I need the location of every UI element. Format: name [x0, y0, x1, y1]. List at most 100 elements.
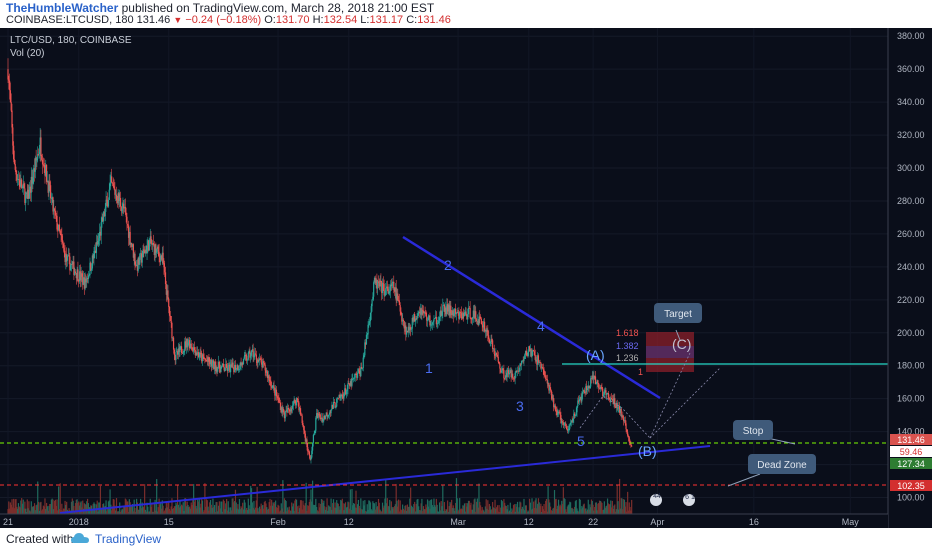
- y-tick-label: 180.00: [897, 361, 925, 371]
- price-chart[interactable]: 1 2 3 4 5 (A) (B) (C) 1.618 1.382 1.236 …: [0, 28, 932, 528]
- candle-body: [403, 321, 405, 329]
- candle-body: [232, 362, 234, 368]
- volume-bar: [455, 502, 457, 514]
- volume-bar: [484, 506, 486, 514]
- candle-body: [185, 341, 187, 348]
- volume-bar: [266, 507, 268, 514]
- volume-bar: [135, 511, 137, 514]
- candle-body: [101, 217, 103, 223]
- volume-bar: [439, 510, 441, 514]
- volume-bar: [223, 500, 225, 514]
- volume-bar: [458, 509, 460, 514]
- candle-body: [520, 360, 523, 365]
- volume-bar: [309, 499, 311, 514]
- author-link[interactable]: TheHumbleWatcher: [6, 1, 119, 15]
- volume-bar: [289, 510, 291, 514]
- candle-body: [51, 197, 53, 199]
- candle-body: [319, 414, 321, 418]
- candle-body: [424, 312, 426, 314]
- candle-body: [377, 281, 380, 283]
- volume-bar: [182, 502, 184, 514]
- candle-body: [144, 250, 146, 254]
- volume-bar: [61, 503, 63, 514]
- candle-body: [50, 198, 52, 200]
- volume-bar: [158, 498, 160, 514]
- candle-body: [63, 247, 65, 251]
- candle-body: [527, 351, 529, 356]
- volume-bar: [144, 484, 146, 514]
- candle-body: [596, 380, 598, 384]
- candle-body: [59, 231, 61, 235]
- candle-body: [365, 334, 368, 345]
- volume-bar: [292, 503, 294, 514]
- volume-bar: [593, 510, 595, 514]
- candle-body: [64, 250, 66, 262]
- candle-body: [207, 357, 209, 362]
- candle-body: [90, 262, 92, 271]
- candle-body: [488, 339, 491, 344]
- candle-body: [549, 387, 552, 391]
- volume-bar: [209, 502, 211, 514]
- candle-body: [171, 322, 173, 339]
- price-tags: 131.46 59.46 127.34 102.35: [890, 434, 932, 491]
- volume-bar: [237, 504, 239, 514]
- volume-bar: [219, 508, 221, 514]
- volume-bar: [470, 502, 472, 514]
- volume-bar: [214, 511, 216, 514]
- candle-body: [230, 364, 232, 373]
- candle-body: [230, 364, 233, 367]
- volume-bar: [454, 511, 456, 514]
- candle-body: [115, 194, 117, 196]
- event-icons[interactable]: 44 6 1: [650, 493, 695, 506]
- candle-body: [379, 280, 381, 287]
- candle-body: [329, 412, 331, 414]
- candle-body: [346, 388, 348, 392]
- candle-body: [226, 364, 228, 368]
- volume-bar: [442, 485, 444, 514]
- volume-bar: [193, 501, 196, 514]
- volume-bar: [25, 508, 27, 514]
- candle-body: [354, 374, 356, 378]
- candle-body: [104, 207, 106, 217]
- volume-bar: [208, 510, 210, 514]
- volume-bar: [401, 510, 403, 514]
- tradingview-link[interactable]: TradingView: [95, 532, 162, 546]
- candle-body: [45, 164, 47, 176]
- candle-body: [168, 306, 171, 316]
- volume-bar: [386, 498, 388, 514]
- volume-bar: [576, 508, 578, 514]
- candle-body: [114, 188, 116, 195]
- candle-body: [78, 271, 81, 282]
- candle-body: [71, 264, 73, 265]
- candle-body: [155, 244, 157, 253]
- volume-bar: [347, 501, 349, 514]
- volume-bar: [545, 498, 548, 514]
- volume-bar: [50, 499, 52, 514]
- volume-bar: [195, 505, 197, 514]
- candle-body: [586, 386, 588, 390]
- volume-bar: [377, 506, 379, 514]
- time-axis[interactable]: [0, 514, 888, 528]
- volume-bar: [165, 502, 167, 514]
- candle-body: [490, 339, 492, 343]
- volume-bar: [168, 501, 170, 514]
- volume-bar: [575, 500, 577, 514]
- candle-body: [438, 320, 440, 324]
- flag-icon[interactable]: [683, 494, 695, 506]
- volume-bar: [106, 511, 108, 514]
- volume-bar: [185, 506, 188, 514]
- candle-body: [58, 224, 60, 231]
- volume-bar: [337, 503, 339, 514]
- candle-body: [46, 180, 48, 182]
- volume-bar: [42, 505, 44, 514]
- projection-line-1: [649, 367, 721, 439]
- candle-body: [316, 413, 318, 418]
- volume-bar: [493, 508, 495, 514]
- earnings-icon[interactable]: [650, 494, 662, 506]
- volume-bar: [360, 498, 362, 514]
- candle-body: [127, 223, 129, 226]
- volume-bar: [541, 506, 544, 514]
- candle-body: [65, 254, 67, 262]
- volume-bar: [205, 499, 208, 514]
- candle-body: [224, 370, 226, 372]
